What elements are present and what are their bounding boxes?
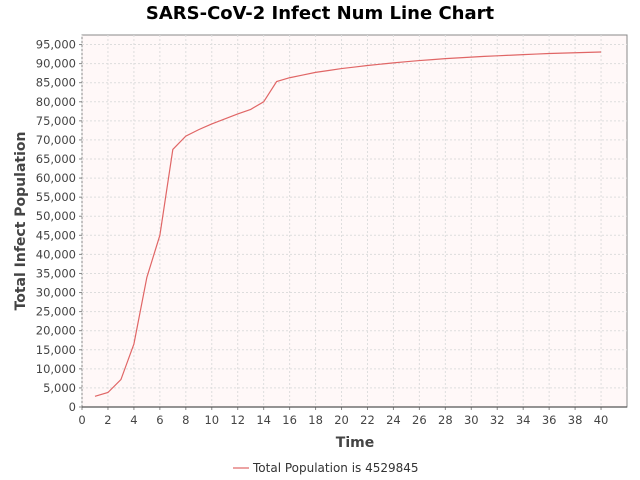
series-layer <box>94 51 602 397</box>
axes <box>79 44 627 410</box>
x-tick-label: 6 <box>156 413 163 427</box>
y-tick-label: 95,000 <box>36 38 76 52</box>
y-tick-label: 90,000 <box>36 57 76 71</box>
chart-title: SARS-CoV-2 Infect Num Line Chart <box>146 3 495 24</box>
y-tick-label: 45,000 <box>36 228 76 242</box>
x-tick-label: 2 <box>104 413 111 427</box>
x-tick-label: 20 <box>334 413 349 427</box>
y-tick-label: 55,000 <box>36 190 76 204</box>
grid <box>81 35 627 407</box>
y-tick-label: 5,000 <box>43 381 76 395</box>
x-axis-title: Time <box>336 435 374 451</box>
y-tick-label: 75,000 <box>36 114 76 128</box>
y-tick-label: 70,000 <box>36 133 76 147</box>
y-tick-label: 25,000 <box>36 305 76 319</box>
y-tick-label: 30,000 <box>36 286 76 300</box>
x-tick-label: 26 <box>412 413 427 427</box>
y-tick-label: 60,000 <box>36 171 76 185</box>
plot-area <box>81 34 628 408</box>
x-tick-label: 22 <box>360 413 375 427</box>
x-tick-label: 12 <box>230 413 245 427</box>
y-tick-label: 20,000 <box>36 324 76 338</box>
x-tick-label: 38 <box>568 413 583 427</box>
y-tick-label: 35,000 <box>36 266 76 280</box>
x-tick-label: 24 <box>386 413 401 427</box>
x-tick-label: 18 <box>308 413 323 427</box>
x-tick-label: 10 <box>204 413 219 427</box>
x-tick-label: 8 <box>182 413 189 427</box>
x-tick-label: 34 <box>516 413 531 427</box>
legend-label: Total Population is 4529845 <box>252 461 419 475</box>
x-tick-label: 16 <box>282 413 297 427</box>
y-tick-label: 40,000 <box>36 247 76 261</box>
series-line-0 <box>94 51 602 397</box>
y-tick-label: 15,000 <box>36 343 76 357</box>
x-tick-label: 28 <box>438 413 453 427</box>
y-axis-title: Total Infect Population <box>13 132 29 311</box>
y-tick-label: 50,000 <box>36 209 76 223</box>
x-tick-label: 40 <box>594 413 609 427</box>
x-tick-label: 36 <box>542 413 557 427</box>
legend: Total Population is 4529845 <box>233 461 419 475</box>
x-tick-label: 0 <box>78 413 85 427</box>
x-tick-label: 14 <box>256 413 271 427</box>
y-tick-label: 80,000 <box>36 95 76 109</box>
y-tick-label: 65,000 <box>36 152 76 166</box>
x-tick-label: 4 <box>130 413 137 427</box>
y-tick-label: 85,000 <box>36 76 76 90</box>
y-tick-label: 10,000 <box>36 362 76 376</box>
y-tick-label: 0 <box>69 400 76 414</box>
tick-labels: 0 2 4 6 8 10 12 14 16 18 20 22 24 26 28 30 32 34 36 38 4005,… <box>36 38 609 427</box>
x-tick-label: 32 <box>490 413 505 427</box>
x-tick-label: 30 <box>464 413 479 427</box>
